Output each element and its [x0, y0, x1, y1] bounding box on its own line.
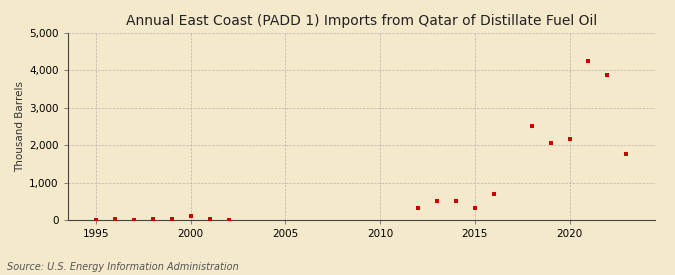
Point	[545, 141, 556, 145]
Point	[109, 217, 120, 222]
Point	[185, 214, 196, 218]
Point	[431, 199, 442, 203]
Point	[166, 217, 177, 221]
Point	[147, 217, 158, 221]
Text: Source: U.S. Energy Information Administration: Source: U.S. Energy Information Administ…	[7, 262, 238, 272]
Point	[564, 137, 575, 141]
Point	[488, 192, 499, 196]
Point	[204, 217, 215, 221]
Point	[602, 73, 613, 77]
Point	[412, 206, 423, 210]
Point	[223, 218, 234, 222]
Point	[526, 124, 537, 129]
Title: Annual East Coast (PADD 1) Imports from Qatar of Distillate Fuel Oil: Annual East Coast (PADD 1) Imports from …	[126, 14, 597, 28]
Point	[621, 152, 632, 156]
Point	[450, 199, 461, 204]
Point	[90, 218, 101, 222]
Y-axis label: Thousand Barrels: Thousand Barrels	[15, 81, 25, 172]
Point	[583, 59, 594, 63]
Point	[128, 218, 139, 222]
Point	[469, 206, 480, 211]
